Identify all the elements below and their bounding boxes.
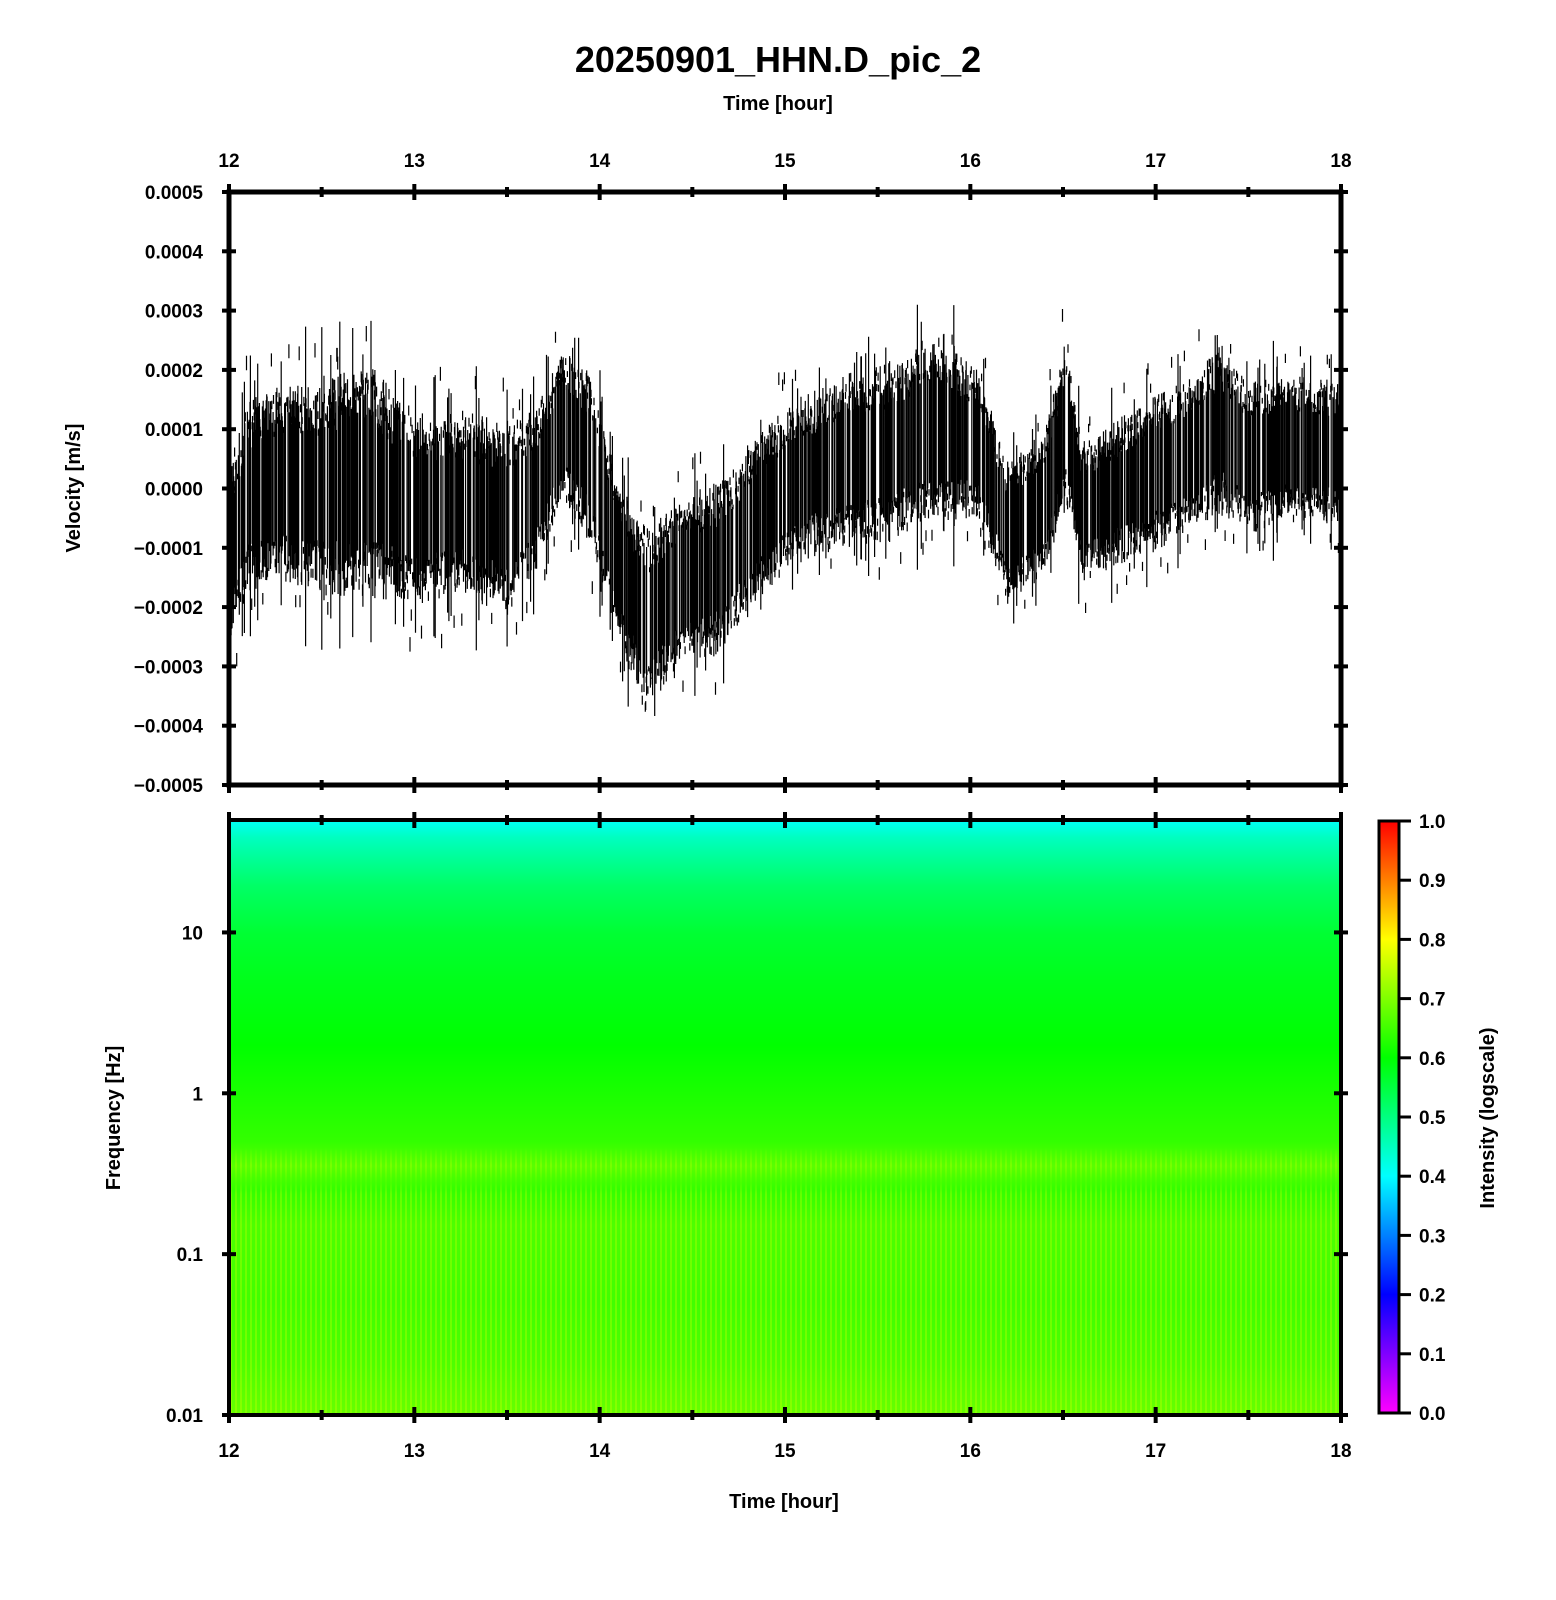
bottom-x-tick-label: 15 <box>774 1441 796 1462</box>
velocity-tick-label: 0.0001 <box>145 420 204 441</box>
colorbar-tick-label: 0.9 <box>1419 871 1445 892</box>
bottom-x-tick-label: 17 <box>1145 1441 1166 1462</box>
top-x-tick-label: 17 <box>1145 151 1166 172</box>
velocity-tick-label: −0.0002 <box>134 598 203 619</box>
velocity-tick-label: 0.0005 <box>145 183 204 204</box>
top-x-tick-label: 14 <box>589 151 611 172</box>
colorbar-gradient <box>1377 819 1401 1415</box>
bottom-x-axis-label: Time [hour] <box>729 1491 839 1513</box>
velocity-tick-label: −0.0005 <box>134 776 204 797</box>
bottom-x-tick-label: 16 <box>960 1441 981 1462</box>
top-x-tick-label: 13 <box>404 151 425 172</box>
top-x-tick-label: 15 <box>774 151 796 172</box>
spectrogram-y-axis-label: Frequency [Hz] <box>103 1046 125 1190</box>
top-x-tick-label: 18 <box>1330 151 1351 172</box>
velocity-tick-label: −0.0004 <box>134 717 204 738</box>
bottom-x-tick-label: 13 <box>404 1441 425 1462</box>
chart-title: 20250901_HHN.D_pic_2 <box>575 39 981 80</box>
colorbar-tick-label: 0.0 <box>1419 1404 1445 1425</box>
waveform-trace <box>228 304 1342 716</box>
colorbar-tick-label: 0.7 <box>1419 990 1445 1011</box>
velocity-tick-label: 0.0000 <box>145 480 203 501</box>
frequency-tick-label: 0.01 <box>166 1406 203 1427</box>
frequency-tick-label: 0.1 <box>177 1245 204 1266</box>
colorbar-tick-label: 1.0 <box>1419 812 1445 833</box>
colorbar-tick-label: 0.1 <box>1419 1345 1446 1366</box>
colorbar-tick-label: 0.5 <box>1419 1108 1446 1129</box>
velocity-tick-label: −0.0001 <box>134 539 204 560</box>
colorbar-label: Intensity (logscale) <box>1477 1027 1499 1208</box>
spectrogram-panel: 12 13 14 15 16 17 18 10 1 0.1 0.01 <box>166 812 1352 1462</box>
top-x-tick-label: 12 <box>218 151 239 172</box>
colorbar-tick-label: 0.2 <box>1419 1286 1445 1307</box>
frequency-tick-label: 10 <box>182 923 203 944</box>
colorbar-tick-label: 0.3 <box>1419 1226 1445 1247</box>
velocity-tick-label: −0.0003 <box>134 657 203 678</box>
spectrogram-texture <box>231 822 1339 1413</box>
waveform-panel: 12 13 14 15 16 17 18 0.0005 0.0004 0.0003 0.0002 0… <box>134 151 1352 797</box>
waveform-y-axis-label: Velocity [m/s] <box>63 424 85 553</box>
frequency-tick-label: 1 <box>192 1084 203 1105</box>
colorbar-tick-label: 0.8 <box>1419 930 1445 951</box>
velocity-tick-label: 0.0002 <box>145 361 203 382</box>
bottom-x-tick-label: 12 <box>218 1441 239 1462</box>
velocity-tick-label: 0.0003 <box>145 302 203 323</box>
bottom-x-tick-label: 14 <box>589 1441 611 1462</box>
colorbar-tick-label: 0.6 <box>1419 1049 1445 1070</box>
velocity-tick-label: 0.0004 <box>145 242 204 263</box>
colorbar-tick-label: 0.4 <box>1419 1167 1446 1188</box>
top-x-axis-label: Time [hour] <box>723 93 833 115</box>
top-x-tick-label: 16 <box>960 151 981 172</box>
bottom-x-tick-label: 18 <box>1330 1441 1351 1462</box>
colorbar: 1.0 0.9 0.8 0.7 0.6 0.5 0.4 0.3 0.2 0.1 0.0 <box>1377 812 1446 1425</box>
